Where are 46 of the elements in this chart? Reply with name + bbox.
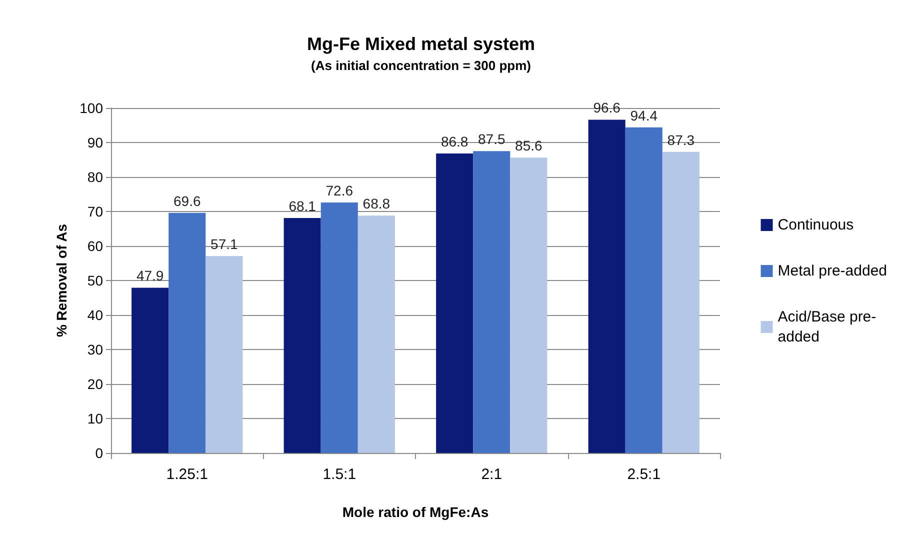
y-tick-label: 70 [87,204,104,220]
bar [436,154,474,453]
y-tick-label: 40 [87,307,104,323]
x-axis-title: Mole ratio of MgFe:As [342,504,489,520]
bar [510,158,548,453]
data-label: 87.3 [667,132,695,148]
bar [588,120,626,453]
bar [206,256,243,453]
x-tick-label: 2:1 [481,466,502,483]
x-tick-label: 1.25:1 [166,466,208,483]
y-tick-label: 60 [87,238,104,254]
bar [284,218,321,453]
data-label: 72.6 [326,182,354,199]
legend-label: Continuous [778,216,854,234]
bar [168,212,206,453]
data-label: 68.8 [362,196,390,212]
x-tick-label: 2.5:1 [627,466,661,483]
y-tick-label: 50 [87,272,104,288]
data-label: 87.5 [478,131,506,148]
chart-subtitle: (As initial concentration = 300 ppm) [311,58,531,73]
data-label: 68.1 [288,198,316,214]
data-label: 86.8 [440,134,468,150]
data-label: 96.6 [593,100,621,116]
bar [358,216,395,453]
y-tick-label: 20 [87,376,104,392]
y-tick-label: 80 [87,169,104,185]
legend-label: Acid/Base pre-added [778,308,876,346]
bar [320,202,358,453]
legend-label: Metal pre-added [778,262,887,280]
data-label: 57.1 [210,236,238,252]
data-label: 85.6 [515,138,543,154]
data-label: 94.4 [630,107,658,124]
data-label: 47.9 [136,268,164,284]
bar [662,152,700,453]
bar [473,151,510,453]
y-axis-title: % Removal of As [54,224,70,338]
y-tick-label: 30 [87,342,104,358]
bar [625,127,662,453]
bar [132,288,169,453]
y-tick-label: 0 [95,445,104,461]
data-label: 69.6 [174,192,201,209]
x-tick-label: 1.5:1 [322,466,356,483]
y-tick-label: 100 [80,100,104,116]
y-tick-label: 10 [87,410,104,426]
chart-title: Mg-Fe Mixed metal system [306,34,536,54]
y-tick-label: 90 [87,134,104,150]
